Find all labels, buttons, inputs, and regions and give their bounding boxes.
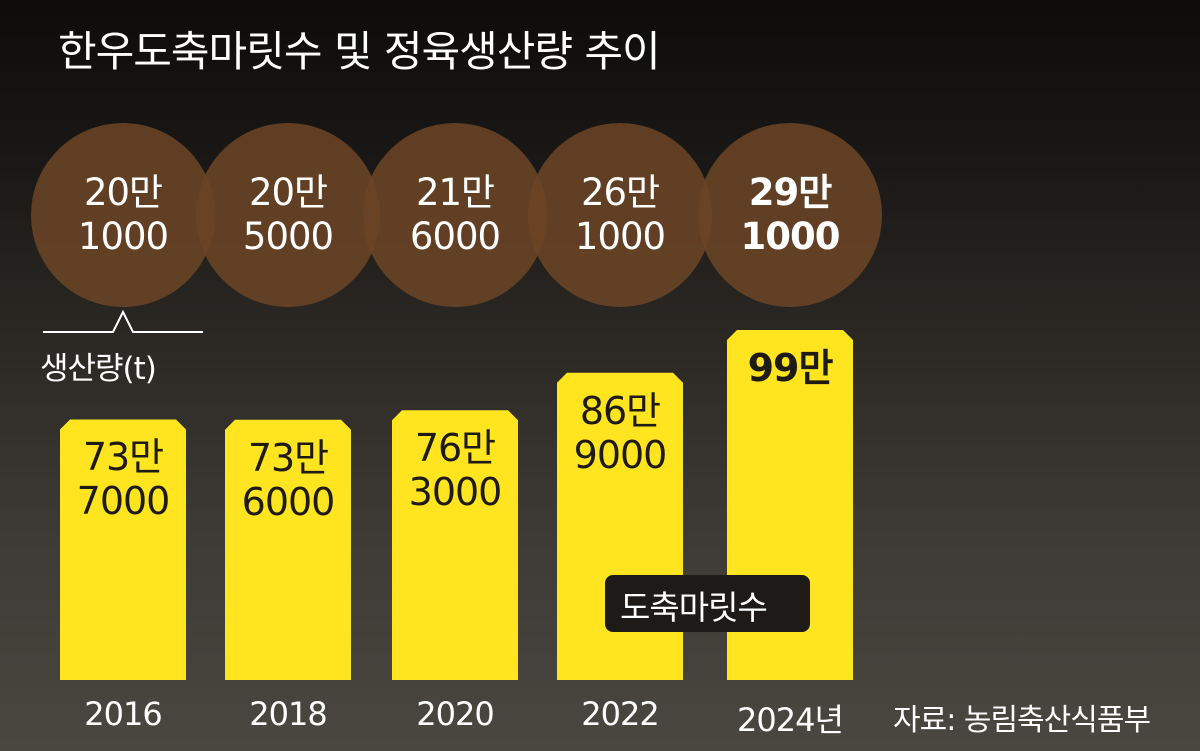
y-axis-label: 생산량(t) — [40, 351, 157, 387]
circle-value-label: 1000 — [574, 215, 666, 258]
x-tick-label: 2016 — [84, 695, 162, 733]
circle-value-label: 21만 — [415, 171, 495, 214]
circle-value-label: 26만 — [580, 171, 660, 214]
circle-2020 — [363, 123, 547, 307]
circle-value-label: 20만 — [83, 171, 163, 214]
circle-2016 — [31, 123, 215, 307]
circle-value-label: 1000 — [740, 215, 841, 258]
circle-2024년 — [698, 123, 882, 307]
x-tick-label: 2018 — [249, 695, 327, 733]
bar-value-label: 76만 — [414, 426, 496, 471]
circle-value-label: 29만 — [748, 171, 833, 214]
bar-value-label: 99만 — [747, 346, 834, 390]
x-tick-label: 2020 — [416, 695, 494, 733]
circle-value-label: 20만 — [248, 171, 328, 214]
circle-2018 — [196, 123, 380, 307]
bar-2018 — [225, 419, 351, 680]
bar-2016 — [60, 419, 186, 680]
bar-value-label: 9000 — [573, 432, 668, 477]
bar-value-label: 86만 — [579, 388, 661, 433]
bar-2020 — [392, 410, 518, 680]
circle-value-label: 6000 — [409, 215, 501, 258]
bar-value-label: 73만 — [82, 435, 164, 480]
x-tick-label: 2022 — [581, 695, 659, 733]
bar-value-label: 7000 — [76, 479, 171, 524]
bar-value-label: 73만 — [247, 435, 329, 480]
source-label: 자료: 농림축산식품부 — [893, 703, 1151, 738]
circle-2022 — [528, 123, 712, 307]
chart-title: 한우도축마릿수 및 정육생산량 추이 — [58, 27, 661, 76]
circle-value-label: 5000 — [242, 215, 334, 258]
circle-value-label: 1000 — [77, 215, 169, 258]
axis-pointer — [43, 309, 203, 333]
bar-value-label: 3000 — [408, 470, 503, 515]
legend-label: 도축마릿수 — [620, 588, 768, 627]
legend-box — [605, 575, 810, 632]
x-tick-label: 2024년 — [737, 701, 844, 739]
bar-value-label: 6000 — [241, 479, 336, 524]
